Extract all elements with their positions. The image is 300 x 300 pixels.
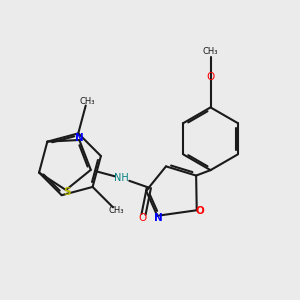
Text: NH: NH <box>114 173 129 183</box>
Text: CH₃: CH₃ <box>109 206 124 215</box>
Text: N: N <box>75 133 84 143</box>
Text: O: O <box>139 213 147 223</box>
Text: O: O <box>206 72 215 82</box>
Text: N: N <box>154 213 163 223</box>
Text: CH₃: CH₃ <box>79 97 95 106</box>
Text: O: O <box>195 206 204 216</box>
Text: S: S <box>63 187 71 197</box>
Text: CH₃: CH₃ <box>203 47 218 56</box>
